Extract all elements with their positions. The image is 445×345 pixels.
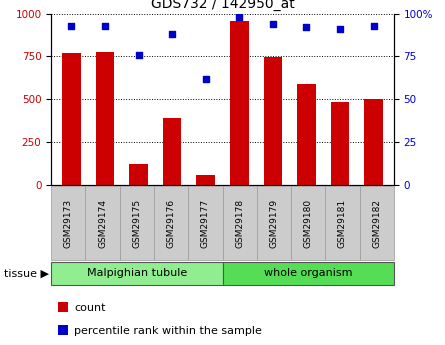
Text: GSM29177: GSM29177 bbox=[201, 199, 210, 248]
Text: percentile rank within the sample: percentile rank within the sample bbox=[74, 326, 262, 336]
Point bbox=[68, 23, 75, 29]
Bar bbox=[163, 118, 182, 185]
Bar bbox=[263, 57, 282, 185]
Bar bbox=[364, 99, 383, 185]
Point bbox=[169, 31, 176, 37]
Bar bbox=[331, 102, 349, 185]
Text: GSM29173: GSM29173 bbox=[64, 199, 73, 248]
Point bbox=[370, 23, 377, 29]
Bar bbox=[297, 84, 316, 185]
Text: whole organism: whole organism bbox=[264, 268, 352, 278]
Bar bbox=[196, 175, 215, 185]
Point bbox=[336, 27, 344, 32]
Point bbox=[303, 25, 310, 30]
Text: GSM29179: GSM29179 bbox=[269, 199, 279, 248]
Text: Malpighian tubule: Malpighian tubule bbox=[87, 268, 187, 278]
Text: GSM29182: GSM29182 bbox=[372, 199, 381, 248]
Title: GDS732 / 142950_at: GDS732 / 142950_at bbox=[150, 0, 295, 11]
Text: tissue ▶: tissue ▶ bbox=[4, 268, 49, 278]
Text: GSM29180: GSM29180 bbox=[303, 199, 313, 248]
Text: GSM29176: GSM29176 bbox=[166, 199, 176, 248]
Bar bbox=[96, 52, 114, 185]
Point bbox=[236, 14, 243, 20]
Point bbox=[202, 76, 209, 81]
Point bbox=[135, 52, 142, 58]
Bar bbox=[230, 21, 249, 185]
Bar bbox=[62, 53, 81, 185]
Text: GSM29181: GSM29181 bbox=[338, 199, 347, 248]
Bar bbox=[129, 164, 148, 185]
Point bbox=[101, 23, 109, 29]
Text: count: count bbox=[74, 304, 106, 313]
Text: GSM29175: GSM29175 bbox=[132, 199, 142, 248]
Text: GSM29178: GSM29178 bbox=[235, 199, 244, 248]
Point bbox=[269, 21, 276, 27]
Text: GSM29174: GSM29174 bbox=[98, 199, 107, 248]
